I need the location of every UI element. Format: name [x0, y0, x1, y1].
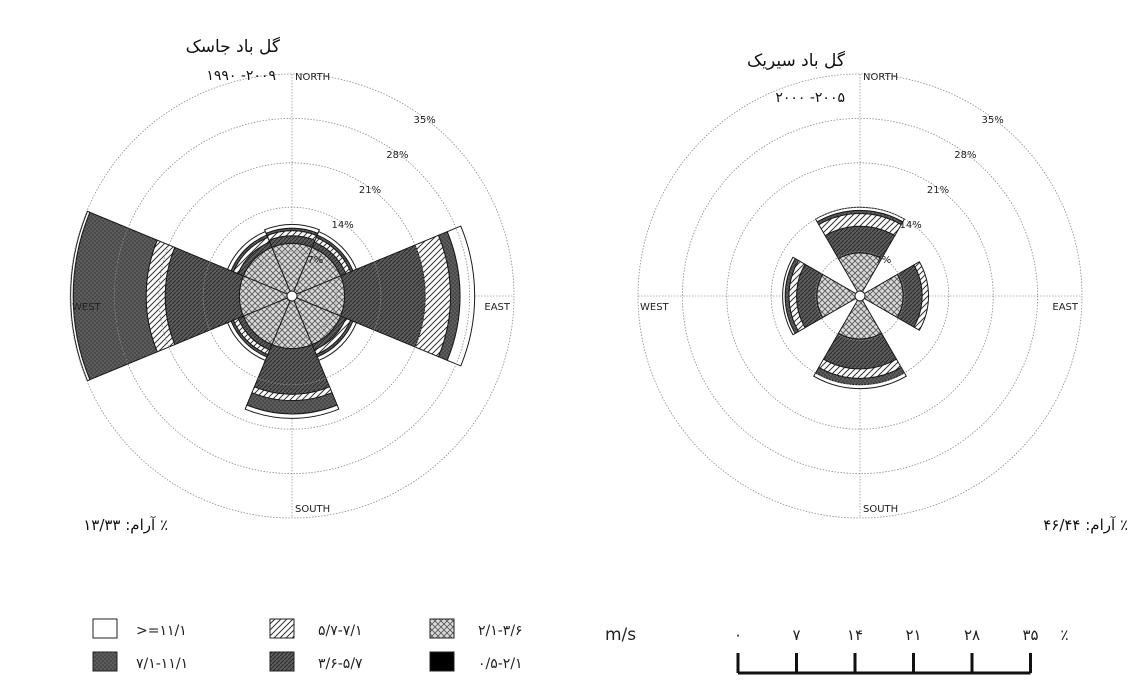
calm-center	[286, 290, 298, 302]
sector-nw-band-11-1-plus	[226, 230, 268, 272]
sector-east-band-3-6-5-7	[339, 244, 426, 348]
direction-label-east: EAST	[484, 302, 511, 313]
scale-bar: ۰ ۷ ۱۴ ۲۱ ۲۸ ۳۵ ٪	[734, 626, 1069, 675]
ring-label-35: 35%	[414, 115, 436, 126]
legend-label-5: ۰/۵-۲/۱	[478, 656, 523, 672]
rose-title-sirik: گل باد سیریک	[747, 50, 846, 71]
sector-west-band-7-1-11-1	[72, 211, 158, 381]
scale-unit: ٪	[1060, 626, 1068, 644]
direction-label-north: NORTH	[863, 72, 898, 83]
ring-label-21: 21%	[927, 185, 949, 196]
legend-label-3: ۷/۱-۱۱/۱	[136, 656, 188, 672]
legend-swatch-black	[429, 651, 455, 672]
direction-label-east: EAST	[1052, 302, 1079, 313]
legend-swatch-white	[92, 618, 118, 639]
direction-label-south: SOUTH	[295, 504, 330, 515]
ring-28	[113, 117, 471, 475]
scale-label-1: ۷	[792, 626, 800, 644]
scale-label-2: ۱۴	[847, 626, 863, 644]
ring-label-35: 35%	[982, 115, 1004, 126]
ring-label-7: 7%	[875, 255, 891, 266]
sector-west-band-11-1-plus	[70, 210, 91, 382]
rose-period-sirik: ۲۰۰۰ -۲۰۰۵	[775, 90, 845, 106]
ring-7	[815, 251, 905, 341]
wind-rose-sirik: 7% 14% 21% 28% 35% NORTH EAST SOUTH WEST	[637, 72, 1083, 519]
legend-unit: m/s	[605, 625, 636, 645]
ring-14	[202, 206, 382, 386]
ring-label-28: 28%	[954, 150, 976, 161]
rose-title-jask: گل باد جاسک	[186, 36, 281, 57]
legend-label-0: >=۱۱/۱	[136, 623, 187, 639]
ring-label-14: 14%	[332, 220, 354, 231]
scale-label-3: ۲۱	[905, 626, 921, 644]
calm-label-sirik: آرام: ۴۶/۴۴ ٪	[1043, 516, 1128, 534]
sector-south-band-11-1-plus	[244, 404, 340, 419]
ring-label-28: 28%	[386, 150, 408, 161]
scale-label-5: ۳۵	[1022, 626, 1038, 644]
legend-label-2: ۲/۱-۳/۶	[478, 623, 523, 639]
legend-swatch-dots	[92, 651, 118, 672]
sector-east-band-11-1-plus	[446, 225, 476, 367]
ring-35	[637, 73, 1083, 519]
ring-35	[69, 73, 515, 519]
ring-label-21: 21%	[359, 185, 381, 196]
scale-label-4: ۲۸	[964, 626, 980, 644]
direction-label-west: WEST	[640, 302, 670, 313]
legend-swatch-dense	[269, 651, 295, 672]
calm-center	[854, 290, 866, 302]
ring-14	[770, 206, 950, 386]
wind-rose-jask: 7% 14% 21% 28% 35% NORTH EAST SOUTH WEST	[69, 72, 515, 519]
sector-south-band-3-6-5-7	[822, 332, 898, 370]
legend-label-1: ۵/۷-۷/۱	[318, 623, 363, 639]
ring-21	[158, 162, 426, 430]
legend: >=۱۱/۱ ۵/۷-۷/۱ ۲/۱-۳/۶ ۷/۱-۱۱/۱ ۳/۶-۵/۷ …	[92, 618, 636, 672]
scale-label-0: ۰	[734, 626, 742, 644]
direction-label-west: WEST	[72, 302, 102, 313]
legend-label-4: ۳/۶-۵/۷	[318, 656, 363, 672]
legend-swatch-diag	[269, 618, 295, 639]
ring-7	[247, 251, 337, 341]
ring-label-7: 7%	[307, 255, 323, 266]
sector-east-band-5-7-7-1	[913, 261, 929, 331]
direction-label-south: SOUTH	[863, 504, 898, 515]
ring-21	[726, 162, 994, 430]
legend-swatch-cross	[429, 618, 455, 639]
sector-west-band-11-1-plus	[782, 256, 796, 336]
calm-label-jask: آرام: ۱۳/۳۳ ٪	[83, 516, 168, 534]
rose-period-jask: ۱۹۹۰ -۲۰۰۹	[206, 68, 276, 84]
ring-label-14: 14%	[900, 220, 922, 231]
direction-label-north: NORTH	[295, 72, 330, 83]
